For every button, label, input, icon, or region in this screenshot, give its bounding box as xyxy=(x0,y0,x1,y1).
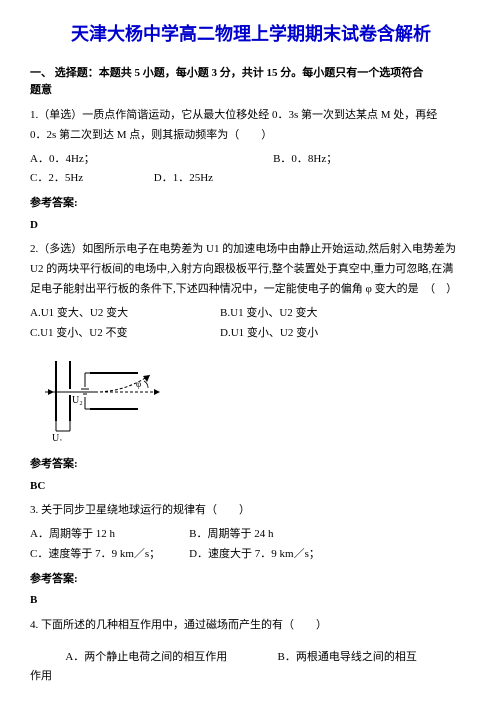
q2-answer-label: 参考答案: xyxy=(30,456,472,474)
q2-optB: B.U1 变小、U2 变大 xyxy=(220,304,317,324)
svg-text:U₂: U₂ xyxy=(72,395,83,406)
q3-optA: A．周期等于 12 h xyxy=(30,525,189,545)
svg-text:U₁: U₁ xyxy=(52,433,63,441)
q2-options: A.U1 变大、U2 变大 B.U1 变小、U2 变大 C.U1 变小、U2 不… xyxy=(30,304,472,344)
q2-optA: A.U1 变大、U2 变大 xyxy=(30,304,220,324)
section-line2: 题意 xyxy=(30,84,52,96)
q1-line2: 0．2s 第二次到达 M 点，则其振动频率为（ ） xyxy=(30,126,472,146)
q3-answer-label: 参考答案: xyxy=(30,571,472,589)
question-2: 2.（多选）如图所示电子在电势差为 U1 的加速电场中由静止开始运动,然后射入电… xyxy=(30,240,472,299)
question-1: 1.（单选）一质点作简谐运动，它从最大位移处经 0．3s 第一次到达某点 M 处… xyxy=(30,106,472,146)
q1-optA: A．0．4Hz； xyxy=(30,150,273,170)
q3-line1: 3. 关于同步卫星绕地球运行的规律有（ ） xyxy=(30,501,472,521)
q2-figure: φ U₁ U₂ xyxy=(30,351,472,448)
q2-answer: BC xyxy=(30,478,472,496)
q1-optD: D．1．25Hz xyxy=(154,169,213,189)
q1-answer-label: 参考答案: xyxy=(30,195,472,213)
q3-answer: B xyxy=(30,592,472,610)
q1-options: A．0．4Hz； B．0．8Hz； C．2．5Hz D．1．25Hz xyxy=(30,150,472,190)
q2-optC: C.U1 变小、U2 不变 xyxy=(30,324,220,344)
q3-options: A．周期等于 12 h B．周期等于 24 h C．速度等于 7．9 km／s；… xyxy=(30,525,472,565)
q4-line1: 4. 下面所述的几种相互作用中，通过磁场而产生的有（ ） xyxy=(30,616,472,636)
q2-line1: 2.（多选）如图所示电子在电势差为 U1 的加速电场中由静止开始运动,然后射入电… xyxy=(30,240,472,260)
q1-line1: 1.（单选）一质点作简谐运动，它从最大位移处经 0．3s 第一次到达某点 M 处… xyxy=(30,106,472,126)
question-4: 4. 下面所述的几种相互作用中，通过磁场而产生的有（ ） xyxy=(30,616,472,636)
q1-optC: C．2．5Hz xyxy=(30,169,154,189)
q3-optB: B．周期等于 24 h xyxy=(189,525,273,545)
section-header: 一、 选择题：本题共 5 小题，每小题 3 分，共计 15 分。每小题只有一个选… xyxy=(30,65,472,100)
q2-line3: 足电子能射出平行板的条件下,下述四种情况中，一定能使电子的偏角 φ 变大的是 （… xyxy=(30,280,472,300)
q2-optD: D.U1 变小、U2 变小 xyxy=(220,324,318,344)
q2-line2: U2 的两块平行板间的电场中,入射方向跟极板平行,整个装置处于真空中,重力可忽略… xyxy=(30,260,472,280)
q4-tail: 作用 xyxy=(30,667,472,687)
question-3: 3. 关于同步卫星绕地球运行的规律有（ ） xyxy=(30,501,472,521)
q1-answer: D xyxy=(30,217,472,235)
q3-optD: D．速度大于 7．9 km／s； xyxy=(189,545,320,565)
section-line1: 一、 选择题：本题共 5 小题，每小题 3 分，共计 15 分。每小题只有一个选… xyxy=(30,67,423,79)
q4-optA: A．两个静止电荷之间的相互作用 xyxy=(65,648,277,668)
page-title: 天津大杨中学高二物理上学期期末试卷含解析 xyxy=(30,20,472,49)
q4-options: A．两个静止电荷之间的相互作用 B．两根通电导线之间的相互 作用 xyxy=(30,648,472,688)
q4-optB: B．两根通电导线之间的相互 xyxy=(278,648,417,668)
q1-optB: B．0．8Hz； xyxy=(273,150,472,170)
q3-optC: C．速度等于 7．9 km／s； xyxy=(30,545,189,565)
svg-text:φ: φ xyxy=(136,379,141,389)
